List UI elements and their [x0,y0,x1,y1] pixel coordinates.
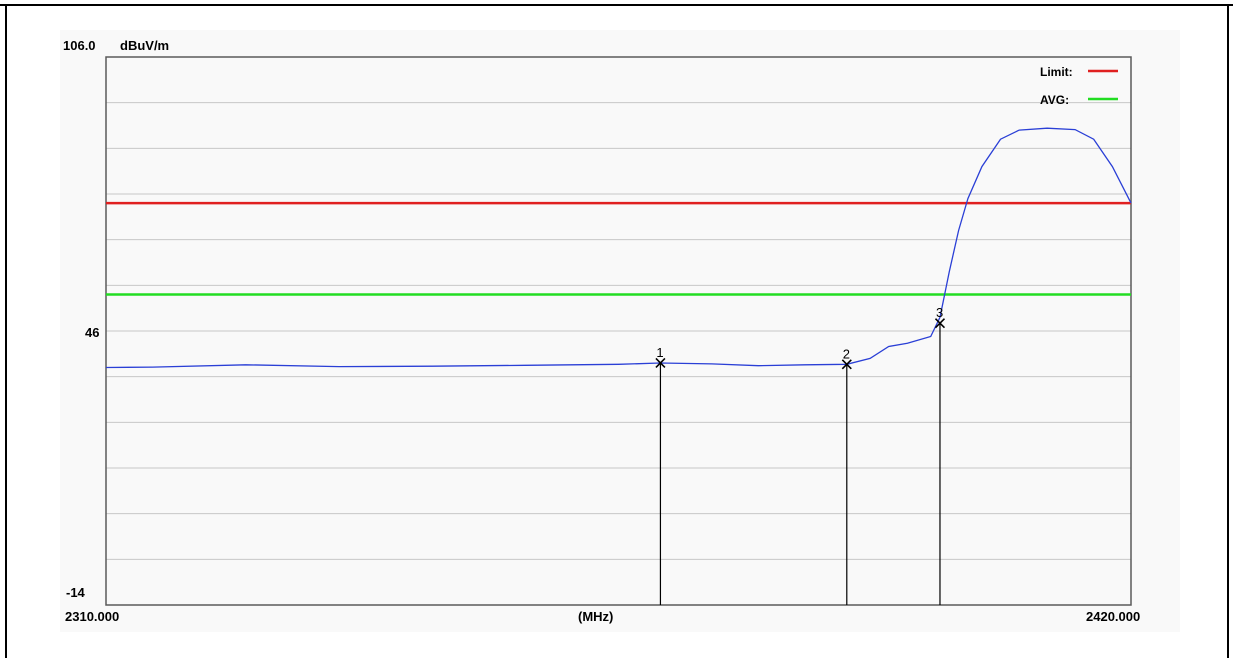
marker-3-label: 3 [936,305,943,320]
frame-top-border [0,4,1233,6]
frame-right-border [1227,5,1229,658]
marker-3-cross [934,318,946,329]
x-unit-label: (MHz) [578,609,613,624]
y-mid-label: 46 [85,325,99,340]
marker-1-cross [655,357,666,369]
marker-group [659,323,941,605]
legend: Limit: AVG: [1040,65,1118,107]
legend-limit-label: Limit: [1040,65,1073,79]
y-bottom-label: -14 [66,585,86,600]
frame-left-border [5,5,7,658]
marker-labels: 1 2 3 [655,305,946,370]
y-top-label: 106.0 [63,38,96,53]
legend-avg-label: AVG: [1040,93,1069,107]
marker-1-label: 1 [656,345,663,360]
plot-border [105,56,1132,606]
y-unit-label: dBuV/m [120,38,169,53]
marker-2-cross [841,359,852,370]
grid-lines [106,102,1131,560]
x-end-label: 2420.000 [1086,609,1140,624]
marker-2-label: 2 [843,346,850,361]
measurement-trace [105,127,1132,369]
x-start-label: 2310.000 [65,609,119,624]
